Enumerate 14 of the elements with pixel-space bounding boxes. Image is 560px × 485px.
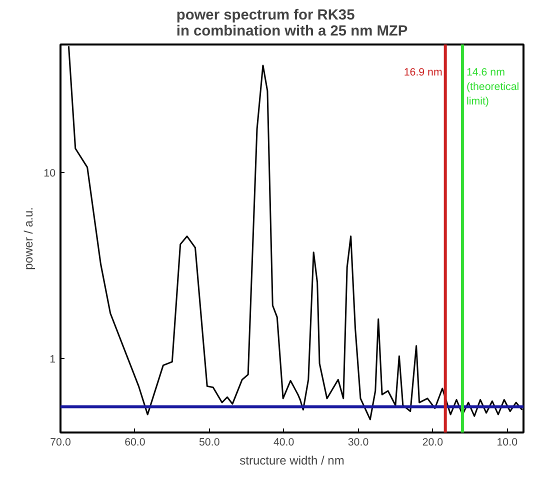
x-tick-label: 50.0 <box>199 436 220 448</box>
ref-line-label: 16.9 nm <box>404 66 442 78</box>
ref-line-label: 14.6 nm (theoretical limit) <box>466 66 520 108</box>
y-tick-label: 1 <box>50 354 56 366</box>
chart-title: power spectrum for RK35 in combination with a 25 nm MZP <box>176 8 408 40</box>
x-tick-label: 20.0 <box>422 436 444 448</box>
y-axis-title: power / a.u. <box>22 207 36 270</box>
x-axis-title: structure width / nm <box>240 454 344 468</box>
x-tick-label: 10.0 <box>496 436 518 448</box>
x-tick-label: 40.0 <box>273 436 294 448</box>
x-tick-label: 60.0 <box>124 436 146 448</box>
x-tick-label: 70.0 <box>50 436 71 448</box>
x-tick-label: 30.0 <box>348 436 369 448</box>
y-tick-label: 10 <box>44 168 56 180</box>
